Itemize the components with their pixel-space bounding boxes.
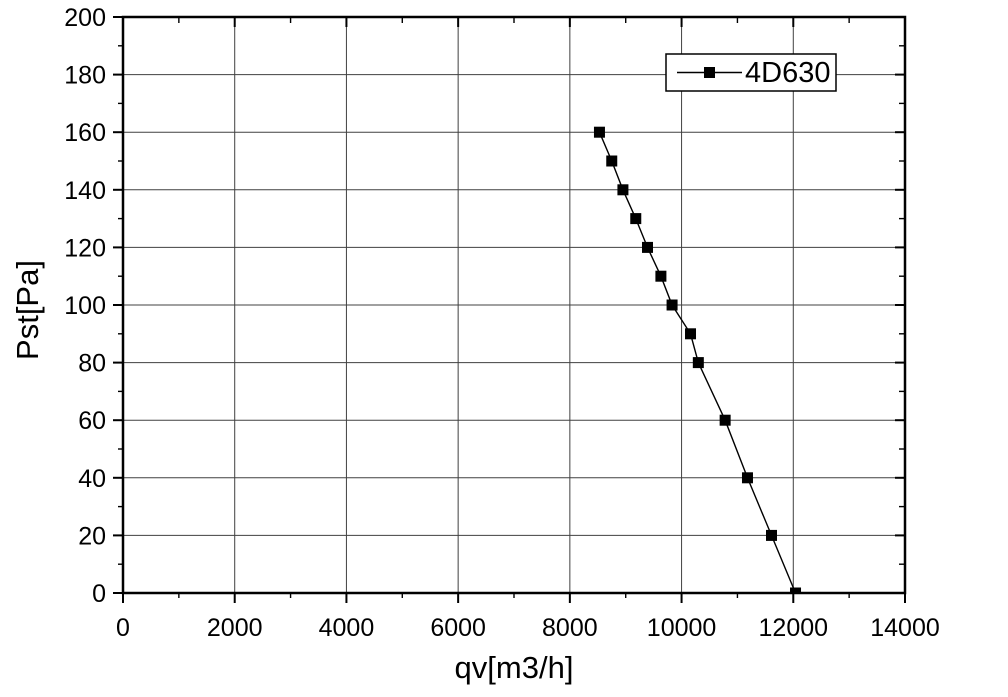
x-tick-label-12000: 12000	[759, 614, 829, 642]
data-point-marker-4D630-5	[655, 270, 667, 282]
x-tick-label-4000: 4000	[319, 614, 375, 642]
legend-marker-icon	[704, 67, 715, 78]
legend-label: 4D630	[745, 57, 830, 89]
x-tick-label-8000: 8000	[542, 614, 598, 642]
data-point-marker-4D630-7	[685, 328, 697, 340]
y-axis-title: Pst[Pa]	[10, 260, 45, 360]
tick-label-layer: 0 2000 4000 6000 8000 10000 12000 14000 0 20 40 60 8…	[64, 4, 939, 642]
data-point-marker-4D630-0	[593, 126, 605, 138]
data-point-marker-4D630-2	[617, 184, 629, 196]
y-tick-label-0: 0	[92, 580, 106, 608]
x-tick-label-10000: 10000	[647, 614, 717, 642]
data-point-marker-4D630-10	[741, 472, 753, 484]
y-tick-label-140: 140	[64, 177, 106, 205]
y-tick-label-80: 80	[78, 350, 106, 378]
x-tick-label-2000: 2000	[207, 614, 263, 642]
tick-layer	[113, 16, 906, 603]
x-axis-title: qv[m3/h]	[455, 650, 574, 685]
data-point-marker-4D630-6	[666, 299, 678, 311]
data-point-marker-4D630-11	[766, 529, 778, 541]
x-tick-label-14000: 14000	[870, 614, 940, 642]
y-tick-label-100: 100	[64, 292, 106, 320]
data-point-marker-4D630-12	[790, 587, 802, 593]
x-tick-label-6000: 6000	[430, 614, 486, 642]
data-point-marker-4D630-9	[719, 414, 731, 426]
y-tick-label-40: 40	[78, 465, 106, 493]
y-tick-label-180: 180	[64, 62, 106, 90]
x-tick-label-0: 0	[116, 614, 130, 642]
data-point-marker-4D630-1	[606, 155, 618, 167]
data-point-marker-4D630-3	[630, 213, 642, 225]
y-tick-label-20: 20	[78, 522, 106, 550]
series-layer	[593, 126, 802, 593]
legend: 4D630	[665, 53, 837, 92]
y-tick-label-200: 200	[64, 4, 106, 32]
grid-layer	[123, 17, 905, 593]
data-point-marker-4D630-8	[692, 357, 704, 369]
y-tick-label-120: 120	[64, 234, 106, 262]
data-point-marker-4D630-4	[641, 241, 653, 253]
y-tick-label-60: 60	[78, 407, 106, 435]
y-tick-label-160: 160	[64, 119, 106, 147]
